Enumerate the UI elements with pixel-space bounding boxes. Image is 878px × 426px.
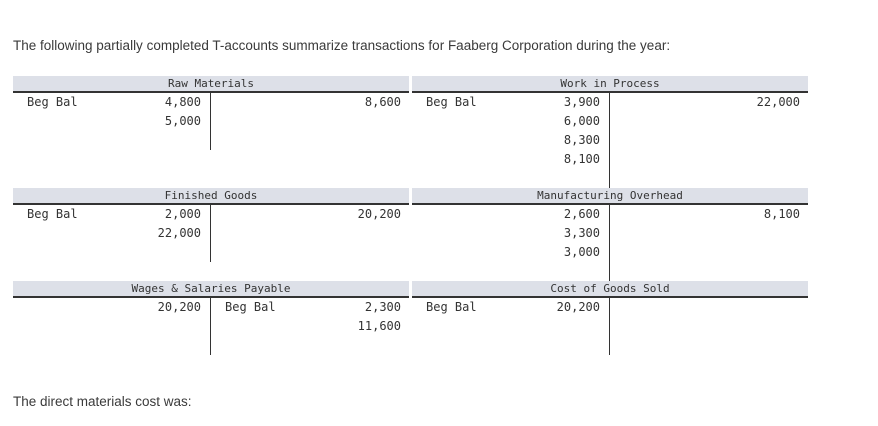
- debit-entry: 2,000: [164, 207, 201, 221]
- credit-entry: 2,300: [364, 300, 401, 314]
- beg-bal-label: Beg Bal: [426, 300, 477, 314]
- beg-bal-label: Beg Bal: [426, 95, 477, 109]
- t-account-title: Raw Materials: [13, 76, 409, 93]
- t-account-finished-goods: Finished Goods Beg Bal 2,000 22,000 20,2…: [13, 188, 409, 262]
- t-account-divider: [609, 205, 610, 281]
- t-account-wages-salaries-payable: Wages & Salaries Payable 20,200 Beg Bal …: [13, 281, 409, 355]
- debit-entry: 8,100: [563, 152, 600, 166]
- t-account-divider: [609, 298, 610, 355]
- debit-entry: 3,300: [563, 226, 600, 240]
- t-account-divider: [210, 93, 211, 150]
- beg-bal-label: Beg Bal: [27, 207, 78, 221]
- debit-entry: 5,000: [164, 114, 201, 128]
- beg-bal-label: Beg Bal: [27, 95, 78, 109]
- debit-entry: 2,600: [563, 207, 600, 221]
- t-account-manufacturing-overhead: Manufacturing Overhead 2,600 3,300 3,000…: [412, 188, 808, 281]
- t-account-title: Finished Goods: [13, 188, 409, 205]
- credit-entry: 20,200: [357, 207, 401, 221]
- credit-entry: 8,100: [763, 207, 800, 221]
- t-account-divider: [609, 93, 610, 188]
- credit-entry: 8,600: [364, 95, 401, 109]
- credit-entry: 22,000: [756, 95, 800, 109]
- debit-entry: 4,800: [164, 95, 201, 109]
- debit-entry: 22,000: [157, 226, 201, 240]
- t-account-cost-of-goods-sold: Cost of Goods Sold Beg Bal 20,200: [412, 281, 808, 355]
- beg-bal-label: Beg Bal: [225, 300, 276, 314]
- t-account-divider: [210, 205, 211, 262]
- debit-entry: 8,300: [563, 133, 600, 147]
- credit-entry: 11,600: [357, 319, 401, 333]
- t-account-title: Wages & Salaries Payable: [13, 281, 409, 298]
- debit-entry: 3,900: [563, 95, 600, 109]
- t-account-divider: [210, 298, 211, 355]
- question-text: The direct materials cost was:: [13, 394, 192, 409]
- debit-entry: 6,000: [563, 114, 600, 128]
- t-account-work-in-process: Work in Process Beg Bal 3,900 6,000 8,30…: [412, 76, 808, 188]
- debit-entry: 20,200: [157, 300, 201, 314]
- t-account-title: Cost of Goods Sold: [412, 281, 808, 298]
- intro-text: The following partially completed T-acco…: [13, 38, 671, 53]
- t-account-raw-materials: Raw Materials Beg Bal 4,800 5,000 8,600: [13, 76, 409, 150]
- debit-entry: 3,000: [563, 245, 600, 259]
- t-account-title: Work in Process: [412, 76, 808, 93]
- debit-entry: 20,200: [556, 300, 600, 314]
- t-account-title: Manufacturing Overhead: [412, 188, 808, 205]
